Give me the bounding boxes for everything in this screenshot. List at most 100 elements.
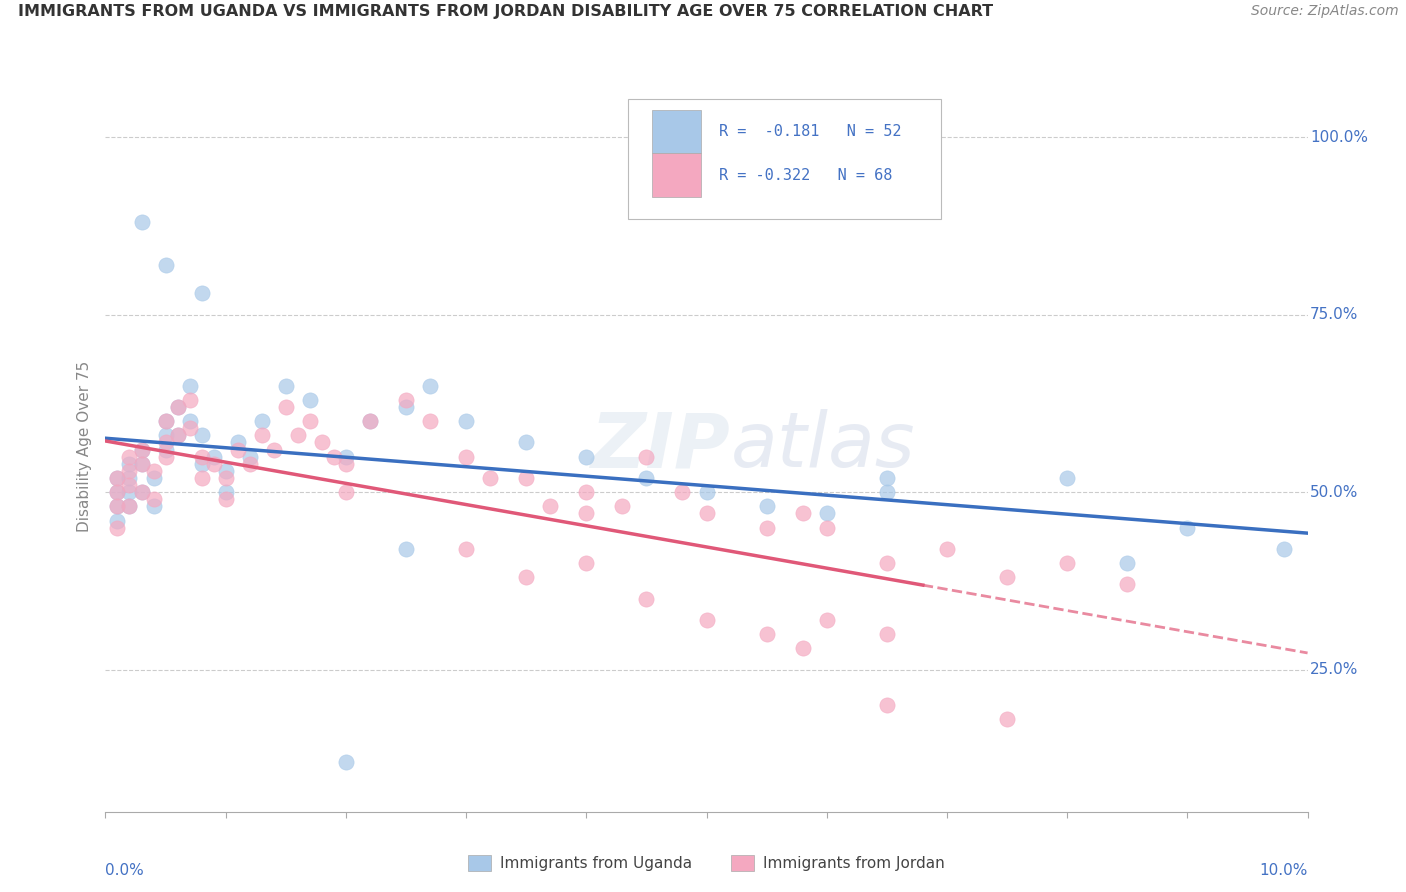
Point — [155, 428, 177, 442]
Point — [995, 713, 1018, 727]
Text: R = -0.322   N = 68: R = -0.322 N = 68 — [718, 168, 891, 183]
Point — [250, 414, 273, 428]
Text: 100.0%: 100.0% — [1310, 129, 1368, 145]
Point — [190, 450, 212, 464]
Point — [107, 471, 129, 485]
Point — [298, 392, 321, 407]
Point — [155, 414, 177, 428]
Point — [118, 457, 141, 471]
Point — [755, 521, 778, 535]
Point — [755, 627, 778, 641]
Point — [1116, 577, 1139, 591]
FancyBboxPatch shape — [628, 99, 941, 219]
Point — [287, 428, 309, 442]
Point — [190, 428, 212, 442]
Point — [142, 471, 165, 485]
Point — [118, 485, 141, 500]
Text: 10.0%: 10.0% — [1260, 863, 1308, 878]
Point — [454, 541, 477, 556]
Point — [155, 435, 177, 450]
Point — [1116, 556, 1139, 570]
Point — [395, 392, 418, 407]
Point — [322, 450, 344, 464]
Point — [479, 471, 502, 485]
Point — [107, 485, 129, 500]
Point — [155, 414, 177, 428]
Point — [815, 521, 838, 535]
Point — [166, 428, 188, 442]
Point — [118, 471, 141, 485]
Point — [876, 485, 898, 500]
Point — [1175, 521, 1198, 535]
Point — [395, 541, 418, 556]
Point — [1056, 471, 1078, 485]
Point — [263, 442, 285, 457]
Point — [107, 500, 129, 514]
Point — [131, 457, 153, 471]
Point — [190, 457, 212, 471]
Text: IMMIGRANTS FROM UGANDA VS IMMIGRANTS FROM JORDAN DISABILITY AGE OVER 75 CORRELAT: IMMIGRANTS FROM UGANDA VS IMMIGRANTS FRO… — [18, 4, 994, 20]
Point — [636, 450, 658, 464]
Point — [107, 500, 129, 514]
Point — [575, 556, 598, 570]
Point — [815, 507, 838, 521]
Point — [142, 500, 165, 514]
Point — [1272, 541, 1295, 556]
Point — [298, 414, 321, 428]
Point — [515, 471, 537, 485]
Point — [696, 613, 718, 627]
Point — [202, 457, 225, 471]
Point — [274, 378, 297, 392]
Point — [419, 378, 441, 392]
Point — [454, 450, 477, 464]
Point — [876, 698, 898, 713]
Point — [190, 471, 212, 485]
Point — [142, 464, 165, 478]
Point — [214, 492, 236, 507]
Point — [214, 485, 236, 500]
Point — [214, 471, 236, 485]
Point — [166, 400, 188, 414]
Point — [792, 507, 814, 521]
Point — [179, 378, 201, 392]
Point — [995, 570, 1018, 584]
Point — [755, 500, 778, 514]
Point — [179, 414, 201, 428]
Point — [166, 400, 188, 414]
Text: 0.0%: 0.0% — [105, 863, 145, 878]
Text: Source: ZipAtlas.com: Source: ZipAtlas.com — [1251, 4, 1399, 19]
Point — [359, 414, 381, 428]
Y-axis label: Disability Age Over 75: Disability Age Over 75 — [76, 360, 91, 532]
Point — [612, 500, 634, 514]
Point — [335, 485, 357, 500]
Point — [107, 471, 129, 485]
Point — [515, 435, 537, 450]
Point — [155, 450, 177, 464]
Point — [131, 215, 153, 229]
Point — [335, 450, 357, 464]
Point — [395, 400, 418, 414]
Legend: Immigrants from Uganda, Immigrants from Jordan: Immigrants from Uganda, Immigrants from … — [463, 849, 950, 877]
Point — [575, 450, 598, 464]
Point — [239, 457, 262, 471]
Point — [274, 400, 297, 414]
Point — [118, 500, 141, 514]
Text: atlas: atlas — [731, 409, 915, 483]
Point — [792, 641, 814, 656]
Point — [118, 500, 141, 514]
Point — [202, 450, 225, 464]
Point — [131, 485, 153, 500]
Point — [107, 485, 129, 500]
Point — [179, 392, 201, 407]
Point — [131, 457, 153, 471]
Point — [335, 755, 357, 769]
FancyBboxPatch shape — [652, 110, 700, 153]
Point — [118, 450, 141, 464]
Point — [166, 428, 188, 442]
Point — [311, 435, 333, 450]
Point — [214, 464, 236, 478]
Point — [118, 464, 141, 478]
Point — [155, 258, 177, 272]
Text: 50.0%: 50.0% — [1310, 484, 1358, 500]
Point — [226, 442, 249, 457]
